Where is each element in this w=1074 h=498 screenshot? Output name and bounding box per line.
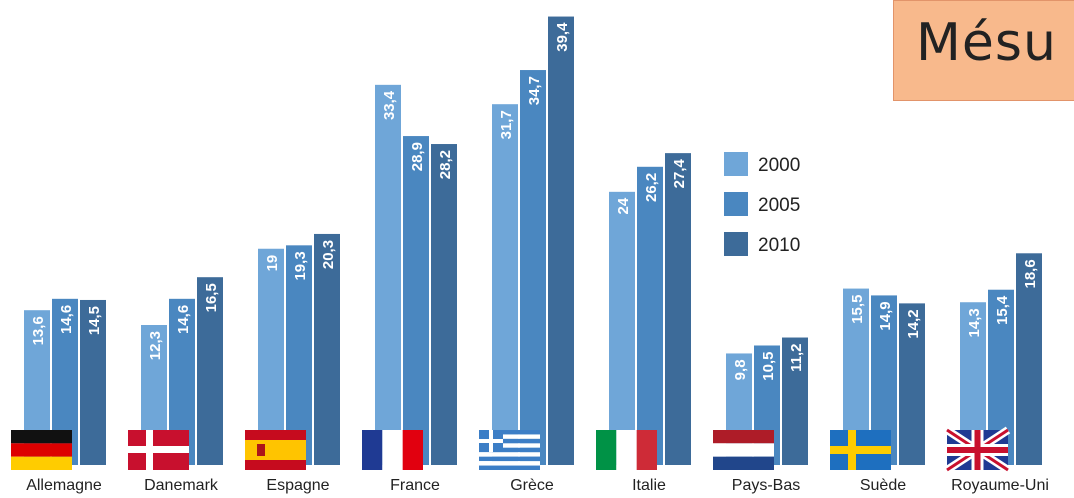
bar-value-label: 31,7 xyxy=(498,110,515,139)
bar-value-label: 27,4 xyxy=(671,158,688,188)
bars-layer: 13,6 14,6 14,5 12,3 14,6 16,5 19 19,3 20,3 33,4 28… xyxy=(24,16,1042,466)
bar-espagne-2005 xyxy=(286,245,312,465)
flag-france-icon xyxy=(362,430,423,470)
bar-value-label: 28,9 xyxy=(409,142,426,171)
bar-value-label: 12,3 xyxy=(147,331,164,360)
bar-italie-2010 xyxy=(665,153,691,465)
bar-value-label: 26,2 xyxy=(643,173,660,202)
legend-label-2000: 2000 xyxy=(758,155,800,176)
bar-royaume-uni-2010 xyxy=(1016,253,1042,465)
flag-sweden-icon xyxy=(830,430,891,470)
bar-grèce-2000 xyxy=(492,104,518,465)
page-title: Mésu xyxy=(916,13,1057,73)
bar-value-label: 14,2 xyxy=(905,309,922,338)
category-label: Espagne xyxy=(266,477,329,494)
category-label: Italie xyxy=(632,477,666,494)
category-labels: Allemagne Danemark Espagne France Grèce Itali… xyxy=(26,477,1049,494)
category-label: Suède xyxy=(860,477,906,494)
flag-netherlands-icon xyxy=(713,430,774,470)
bar-value-label: 20,3 xyxy=(320,240,337,269)
title-box: Mésu xyxy=(893,0,1074,101)
bar-grèce-2010 xyxy=(548,16,574,465)
bar-value-label: 33,4 xyxy=(381,90,398,120)
category-label: Danemark xyxy=(144,477,219,494)
flag-germany-icon xyxy=(11,430,72,470)
bar-value-label: 34,7 xyxy=(526,76,543,105)
bar-value-label: 14,3 xyxy=(966,308,983,337)
bar-value-label: 39,4 xyxy=(554,22,571,52)
bar-italie-2005 xyxy=(637,166,663,465)
bar-france-2000 xyxy=(375,84,401,465)
bar-value-label: 14,9 xyxy=(877,301,894,330)
bar-value-label: 10,5 xyxy=(760,351,777,380)
bar-allemagne-2010 xyxy=(80,299,106,465)
flag-denmark-icon xyxy=(128,430,189,470)
bar-value-label: 11,2 xyxy=(788,344,805,372)
bar-france-2010 xyxy=(431,144,457,465)
bar-value-label: 24 xyxy=(615,197,632,214)
flag-greece-icon xyxy=(479,430,540,470)
legend-swatch-2005 xyxy=(724,192,748,216)
legend-swatch-2010 xyxy=(724,232,748,256)
category-label: Grèce xyxy=(510,477,554,494)
bar-danemark-2010 xyxy=(197,277,223,465)
bar-espagne-2010 xyxy=(314,233,340,465)
bar-value-label: 19,3 xyxy=(292,251,309,280)
bar-pays-bas-2010 xyxy=(782,337,808,465)
flags-layer xyxy=(11,426,1011,474)
bar-france-2005 xyxy=(403,136,429,466)
bar-suède-2010 xyxy=(899,303,925,465)
legend-label-2010: 2010 xyxy=(758,235,800,256)
bar-value-label: 14,6 xyxy=(175,305,192,334)
bar-value-label: 16,5 xyxy=(203,283,220,312)
bar-value-label: 13,6 xyxy=(30,316,47,345)
bar-value-label: 28,2 xyxy=(437,150,454,179)
bar-espagne-2000 xyxy=(258,248,284,465)
bar-value-label: 19 xyxy=(264,255,281,272)
flag-uk-icon xyxy=(944,426,1011,474)
category-label: France xyxy=(390,477,440,494)
legend-label-2005: 2005 xyxy=(758,195,800,216)
bar-value-label: 15,5 xyxy=(849,295,866,324)
legend: 2000 2005 2010 xyxy=(724,152,800,256)
bar-value-label: 14,6 xyxy=(58,305,75,334)
bar-grèce-2005 xyxy=(520,70,546,466)
flag-italy-icon xyxy=(596,430,657,470)
bar-value-label: 9,8 xyxy=(732,359,749,380)
bar-value-label: 15,4 xyxy=(994,295,1011,325)
flag-spain-icon xyxy=(245,430,306,470)
category-label: Pays-Bas xyxy=(732,477,800,494)
bar-value-label: 18,6 xyxy=(1022,259,1039,288)
category-label: Allemagne xyxy=(26,477,102,494)
category-label: Royaume-Uni xyxy=(951,477,1049,494)
bar-italie-2000 xyxy=(609,191,635,465)
bar-value-label: 14,5 xyxy=(86,306,103,335)
legend-swatch-2000 xyxy=(724,152,748,176)
